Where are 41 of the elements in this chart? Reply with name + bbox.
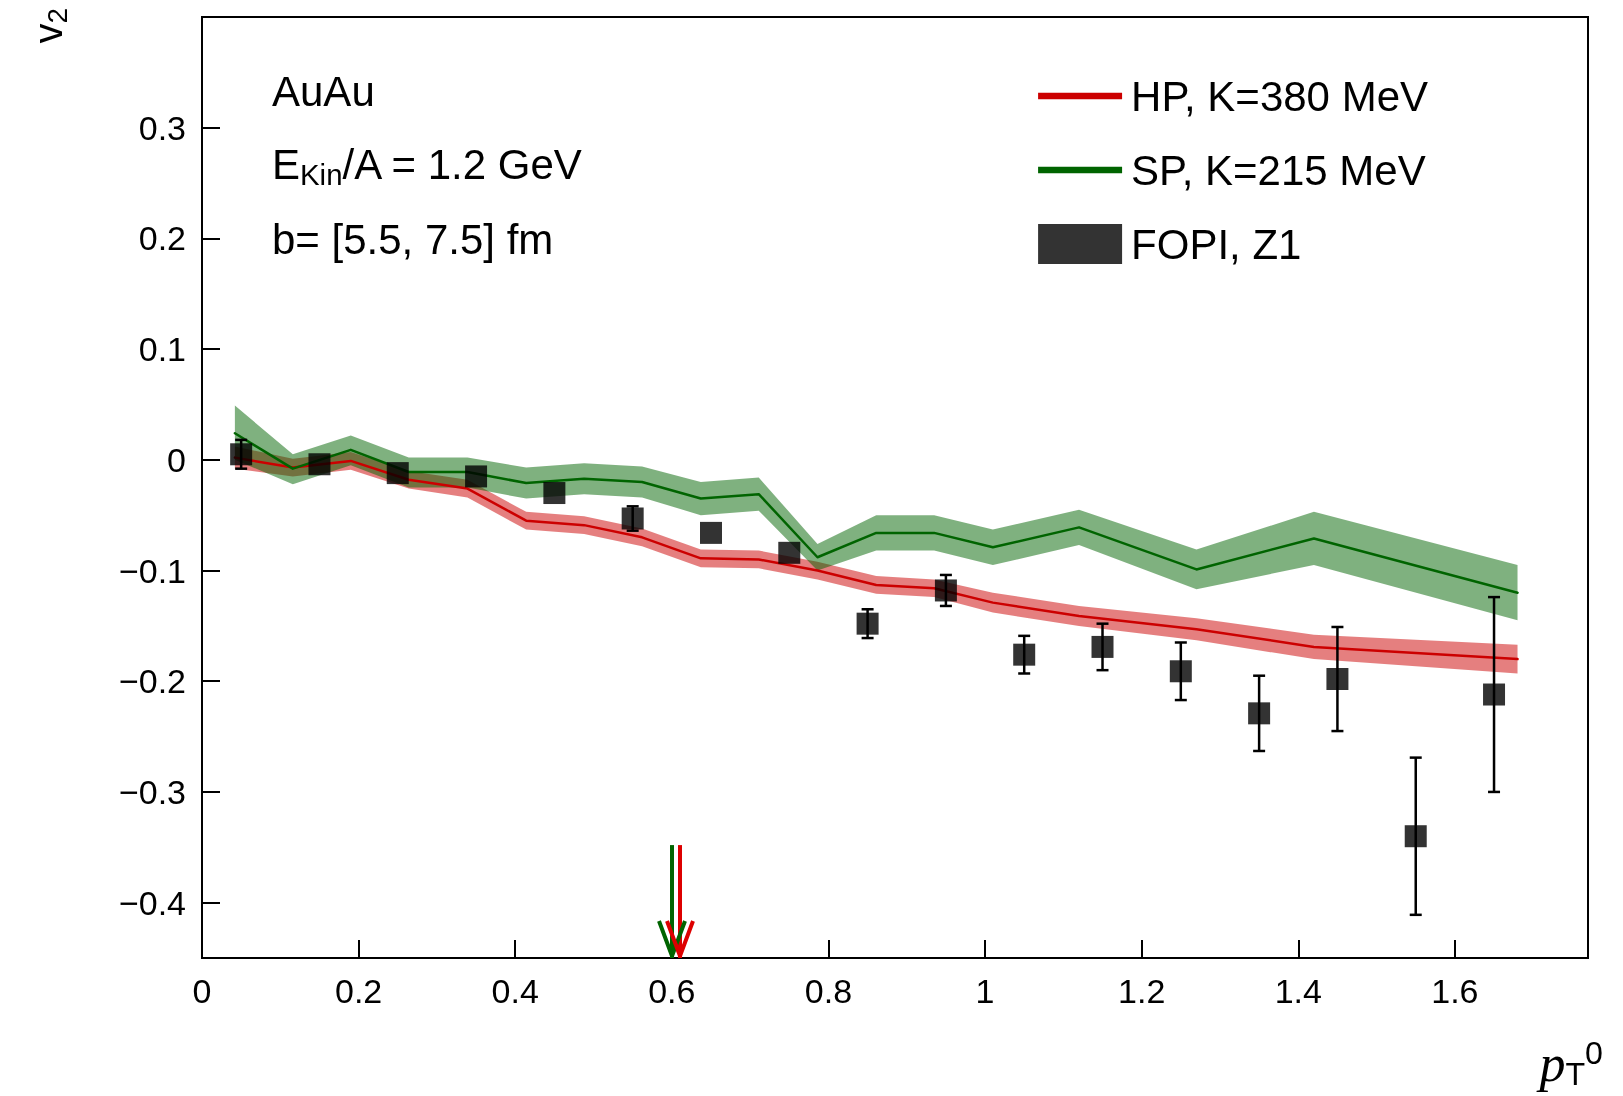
y-tick-label: −0.4	[118, 883, 186, 922]
point	[1013, 643, 1036, 666]
y-axis-title: v2	[26, 7, 73, 44]
x-tick-label: 1.2	[1118, 972, 1166, 1010]
x-tick-label: 0	[192, 972, 212, 1010]
x-tick-label: 1	[975, 972, 995, 1010]
y-tick-label: 0	[167, 440, 186, 479]
x-tick-label: 0.6	[648, 972, 696, 1010]
x-tick-label: 1.4	[1274, 972, 1322, 1010]
x-tick-label: 1.6	[1431, 972, 1479, 1010]
point	[465, 465, 488, 488]
x-tick-label: 0.4	[491, 972, 539, 1010]
point	[386, 462, 409, 485]
legend-label: HP, K=380 MeV	[1131, 72, 1429, 120]
point	[934, 579, 957, 602]
point	[699, 521, 722, 544]
legend-label: SP, K=215 MeV	[1131, 146, 1426, 194]
point	[1326, 668, 1349, 691]
legend-label: FOPI, Z1	[1131, 220, 1302, 268]
y-tick-label: 0.1	[138, 330, 186, 369]
y-tick-label: −0.3	[118, 772, 186, 811]
x-tick-label: 0.8	[804, 972, 853, 1010]
y-tick-label: 0.3	[138, 108, 186, 147]
point	[543, 482, 566, 505]
point	[308, 453, 331, 476]
point	[1169, 660, 1192, 683]
y-tick-label: −0.1	[118, 551, 186, 590]
y-tick-label: 0.2	[138, 219, 186, 258]
point	[1483, 683, 1506, 706]
point	[1404, 825, 1427, 848]
point	[778, 541, 801, 564]
x-tick-label: 0.2	[334, 972, 383, 1010]
x-axis-title: pT0	[1535, 1035, 1604, 1093]
point	[230, 443, 253, 466]
point	[856, 612, 879, 635]
annotation: b= [5.5, 7.5] fm	[272, 215, 554, 263]
point	[1248, 702, 1271, 725]
annotation: AuAu	[272, 67, 375, 115]
point	[1091, 635, 1114, 658]
line-series	[233, 432, 1519, 594]
y-tick-label: −0.2	[118, 662, 186, 701]
